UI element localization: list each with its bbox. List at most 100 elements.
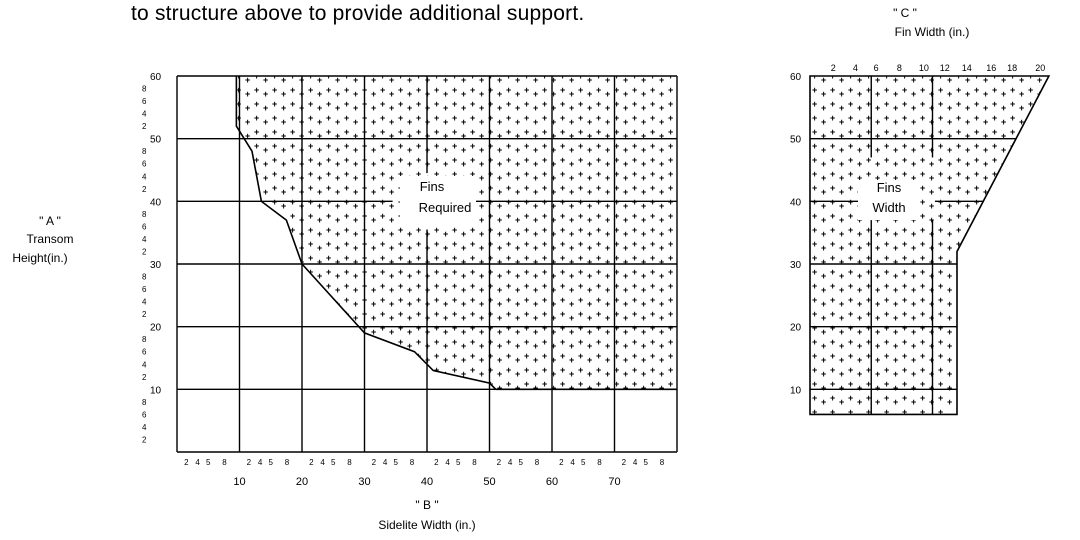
y-axis-label-transom: Transom [27, 232, 74, 246]
x-minor-tick-label: 5 [581, 458, 586, 467]
y-major-tick-label: 60 [150, 72, 162, 83]
y-minor-tick-label: 6 [142, 97, 147, 106]
fins-required-boundary [235, 76, 677, 391]
x-minor-tick-label: 8 [222, 458, 227, 467]
fin-x-tick-label: 10 [919, 63, 929, 73]
y-minor-tick-label: 8 [142, 398, 147, 407]
x-minor-tick-label: 4 [195, 458, 200, 467]
x-minor-tick-label: 5 [394, 458, 399, 467]
y-minor-tick-label: 8 [142, 85, 147, 94]
x-axis-label-b: " B " [415, 498, 438, 512]
region-label-required: Required [419, 200, 472, 215]
y-minor-tick-label: 6 [142, 285, 147, 294]
region-label-background [400, 176, 476, 226]
y-minor-tick-label: 2 [142, 435, 147, 444]
x-minor-tick-label: 2 [372, 458, 377, 467]
fin-x-tick-label: 8 [897, 63, 902, 73]
fin-chart-title-width: Fin Width (in.) [895, 25, 970, 39]
fin-y-tick-label: 60 [790, 72, 802, 83]
y-minor-tick-label: 8 [142, 147, 147, 156]
sidelite-chart-grid [176, 75, 678, 453]
x-minor-tick-label: 2 [622, 458, 627, 467]
y-minor-tick-label: 4 [142, 172, 147, 181]
sidelite-width-axis: 10 20 30 40 50 60 702 4 5 8 2 4 5 8 2 4 5 8 2 4 5 8 2 4 5 8 2 4 5 8 2 4… [184, 458, 665, 488]
x-minor-tick-label: 8 [660, 458, 665, 467]
region-label-fins: Fins [420, 179, 445, 194]
x-major-tick-label: 10 [233, 476, 245, 488]
fin-y-tick-label: 20 [790, 323, 802, 334]
y-minor-tick-label: 4 [142, 235, 147, 244]
y-minor-tick-label: 2 [142, 310, 147, 319]
y-minor-tick-label: 2 [142, 247, 147, 256]
y-axis-label-a: " A " [39, 214, 61, 228]
fin-width-chart-grid [810, 76, 1017, 415]
fin-region-label-fins: Fins [877, 180, 902, 195]
x-major-tick-label: 20 [296, 476, 308, 488]
x-major-tick-label: 70 [608, 476, 620, 488]
x-minor-tick-label: 2 [309, 458, 314, 467]
fins-required-region [236, 76, 677, 390]
x-minor-tick-label: 2 [559, 458, 564, 467]
fin-width-axis: 2 4 6 8 10 12 14 16 18 20 [831, 63, 1046, 73]
y-minor-tick-label: 4 [142, 360, 147, 369]
x-minor-tick-label: 8 [535, 458, 540, 467]
y-minor-tick-label: 4 [142, 110, 147, 119]
fin-x-tick-label: 4 [853, 63, 858, 73]
fin-height-axis: 60 50 40 30 20 10 [790, 72, 802, 396]
x-minor-tick-label: 2 [497, 458, 502, 467]
x-minor-tick-label: 4 [258, 458, 263, 467]
y-minor-tick-label: 2 [142, 373, 147, 382]
x-minor-tick-label: 4 [508, 458, 513, 467]
fin-x-tick-label: 14 [962, 63, 972, 73]
x-major-tick-label: 60 [546, 476, 558, 488]
fin-x-tick-label: 16 [986, 63, 996, 73]
y-minor-tick-label: 4 [142, 298, 147, 307]
x-minor-tick-label: 5 [331, 458, 336, 467]
x-minor-tick-label: 8 [285, 458, 290, 467]
fin-width-chart: 2 4 6 8 10 12 14 16 18 20 60 50 40 30 20 10 Fins Width… [790, 6, 1051, 416]
x-minor-tick-label: 5 [269, 458, 274, 467]
instruction-text: to structure above to provide additional… [131, 2, 585, 25]
y-minor-tick-label: 6 [142, 410, 147, 419]
y-minor-tick-label: 6 [142, 348, 147, 357]
x-minor-tick-label: 8 [472, 458, 477, 467]
fin-y-tick-label: 10 [790, 385, 802, 396]
y-minor-tick-label: 8 [142, 210, 147, 219]
fin-region-label-width: Width [872, 200, 905, 215]
fin-x-tick-label: 18 [1007, 63, 1017, 73]
fin-x-tick-label: 12 [940, 63, 950, 73]
y-minor-tick-label: 6 [142, 222, 147, 231]
fin-x-tick-label: 2 [831, 63, 836, 73]
fin-chart-title-c: " C " [893, 6, 917, 20]
fin-x-tick-label: 20 [1035, 63, 1045, 73]
y-minor-tick-label: 8 [142, 335, 147, 344]
y-minor-tick-label: 8 [142, 273, 147, 282]
x-minor-tick-label: 5 [456, 458, 461, 467]
x-minor-tick-label: 2 [434, 458, 439, 467]
x-axis-label-sidelite: Sidelite Width (in.) [378, 518, 475, 532]
x-minor-tick-label: 5 [644, 458, 649, 467]
y-minor-tick-label: 6 [142, 160, 147, 169]
x-minor-tick-label: 4 [570, 458, 575, 467]
fin-y-tick-label: 50 [790, 135, 802, 146]
y-axis-label-height: Height(in.) [12, 251, 67, 265]
x-minor-tick-label: 4 [383, 458, 388, 467]
fin-y-tick-label: 30 [790, 260, 802, 271]
y-minor-tick-label: 4 [142, 423, 147, 432]
fin-width-label-background [858, 180, 918, 220]
x-minor-tick-label: 4 [633, 458, 638, 467]
y-minor-tick-label: 2 [142, 185, 147, 194]
y-minor-tick-label: 2 [142, 122, 147, 131]
x-minor-tick-label: 2 [247, 458, 252, 467]
y-major-tick-label: 40 [150, 197, 162, 208]
fin-x-tick-label: 6 [874, 63, 879, 73]
x-minor-tick-label: 4 [320, 458, 325, 467]
x-minor-tick-label: 5 [206, 458, 211, 467]
x-minor-tick-label: 4 [445, 458, 450, 467]
x-minor-tick-label: 8 [347, 458, 352, 467]
y-major-tick-label: 50 [150, 135, 162, 146]
fin-width-region [810, 76, 1049, 415]
